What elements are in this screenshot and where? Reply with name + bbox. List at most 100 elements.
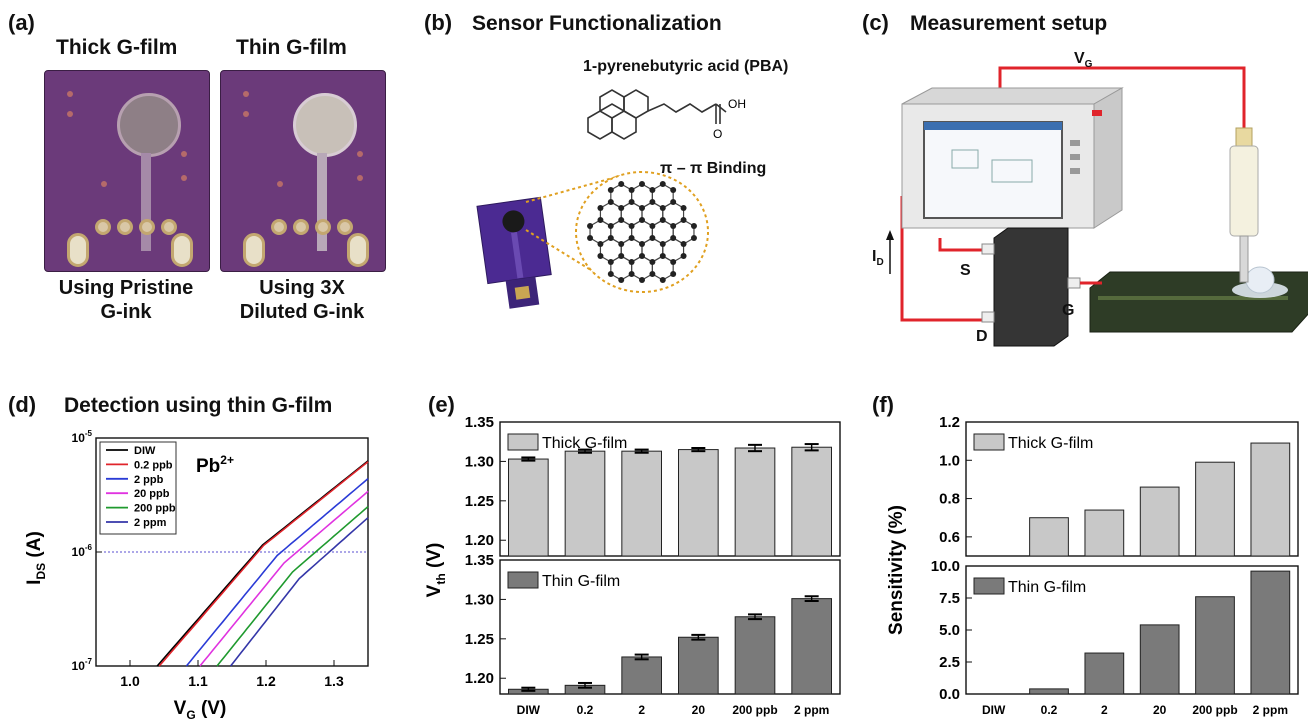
x-tick-label: 2 — [638, 703, 645, 717]
carbon-atom — [628, 259, 635, 265]
carbon-atom — [597, 241, 604, 247]
carbon-atom — [690, 235, 697, 241]
pyrene-ring — [599, 89, 625, 113]
x-tick-label: 1.2 — [256, 673, 276, 689]
carbon-atom — [628, 235, 635, 241]
y-tick-label: 1.25 — [465, 631, 494, 648]
via-hole — [357, 151, 363, 157]
y-tick-label: 5.0 — [939, 622, 960, 639]
legend-label: 20 ppb — [134, 488, 170, 500]
contact-pad — [337, 219, 353, 235]
graphene-functionalization-diagram — [476, 171, 709, 309]
bar-200-ppb — [1195, 596, 1235, 695]
y-tick-label: 10.0 — [931, 558, 960, 575]
bar-20 — [678, 636, 719, 695]
legend-label: DIW — [134, 445, 156, 457]
bar-200-ppb — [1195, 461, 1235, 557]
y-axis-label: Sensitivity (%) — [886, 505, 907, 635]
carbon-atom — [587, 235, 594, 241]
carbon-atom — [670, 223, 677, 229]
y-tick-label: 1.2 — [939, 414, 960, 431]
series-line-0.2-ppb — [158, 461, 369, 667]
smu-button — [1070, 140, 1080, 146]
pb-annotation: Pb2+ — [196, 453, 234, 477]
connector-port-d — [981, 311, 995, 323]
bar-2 — [621, 450, 662, 557]
bar-20 — [1139, 486, 1180, 557]
legend-label: 0.2 ppb — [134, 459, 173, 471]
x-tick-label: 2 — [1101, 703, 1108, 717]
source-label: S — [960, 262, 971, 279]
carbon-atom — [628, 271, 635, 277]
x-tick-label: 200 ppb — [1192, 703, 1237, 717]
carbon-atom — [649, 199, 656, 205]
bar-2 — [621, 656, 662, 695]
legend-swatch — [973, 433, 1005, 451]
via-hole — [67, 111, 73, 117]
carbon-atom — [628, 187, 635, 193]
carbon-atom — [618, 277, 625, 283]
carbon-atom — [690, 223, 697, 229]
legend-swatch — [507, 571, 539, 589]
x-tick-label: DIW — [982, 703, 1006, 717]
panel-b-tag: (b) — [424, 10, 453, 35]
carbon-atom — [618, 253, 625, 259]
via-hole — [67, 91, 73, 97]
thick-film-caption-line2: G-ink — [100, 301, 152, 323]
carbon-atom — [607, 259, 614, 265]
carbon-atom — [670, 235, 677, 241]
bar-0.2 — [564, 450, 606, 557]
pyrene-ring — [587, 110, 613, 140]
carbon-atom — [649, 223, 656, 229]
sensor-chip-contacts — [514, 285, 531, 300]
thick-film-board-photo — [44, 70, 210, 272]
carbon-atom — [639, 241, 645, 247]
carbon-atom — [670, 259, 677, 265]
y-tick-label: 1.25 — [465, 493, 494, 510]
carbon-atom — [607, 271, 614, 277]
carbon-atom — [670, 271, 677, 277]
transfer-curve-chart: 10-5 10-6 10-7 1.0 1.1 1.2 1.3 DIW 0.2 ppb 2 pp… — [24, 429, 369, 720]
y-tick-label: 0.8 — [939, 491, 960, 508]
carbon-atom — [639, 181, 645, 187]
acid-bond — [715, 103, 727, 113]
carbon-atom — [597, 205, 604, 211]
x-tick-label: 1.0 — [120, 673, 140, 689]
thin-film-caption: Using 3X Diluted G-ink — [214, 276, 390, 324]
connector-port-g — [1067, 277, 1081, 289]
thick-film-caption: Using Pristine G-ink — [44, 276, 208, 324]
carbon-atom — [618, 205, 625, 211]
carbon-atom — [659, 217, 666, 223]
bar-20 — [678, 449, 719, 557]
smu-instrument-side — [1093, 87, 1123, 229]
legend-label: Thin G-film — [1008, 579, 1086, 596]
contact-pad — [95, 219, 111, 235]
via-hole — [181, 151, 187, 157]
via-hole — [101, 181, 107, 187]
carbon-atom — [639, 205, 645, 211]
carbon-atom — [670, 187, 677, 193]
contact-pad — [161, 219, 177, 235]
thick-film-title: Thick G-film — [56, 36, 178, 59]
plot-frame — [499, 421, 841, 557]
thick-film-sensing-pad — [117, 93, 181, 157]
thin-film-caption-line2: Diluted G-ink — [239, 301, 365, 323]
y-tick-label: 0.6 — [939, 529, 960, 546]
bar-200-ppb — [734, 447, 776, 557]
y-tick-label: 1.0 — [939, 452, 960, 469]
gate-electrode-body — [1229, 145, 1259, 237]
x-tick-label: 20 — [1153, 703, 1167, 717]
x-tick-label: 0.2 — [1041, 703, 1058, 717]
contact-pad — [315, 219, 331, 235]
thick-film-caption-line1: Using Pristine — [58, 277, 194, 299]
bar-20 — [1139, 624, 1180, 695]
y-tick-label: 0.0 — [939, 686, 960, 703]
sensor-chip — [476, 196, 552, 309]
molecule-name: 1-pyrenebutyric acid (PBA) — [583, 58, 789, 75]
carbon-atom — [628, 223, 635, 229]
thick-film-trace — [141, 153, 151, 251]
carbon-atom — [587, 223, 594, 229]
bar-2-ppm — [1250, 442, 1291, 557]
carbon-atom — [649, 187, 656, 193]
carbon-atom — [597, 253, 604, 259]
